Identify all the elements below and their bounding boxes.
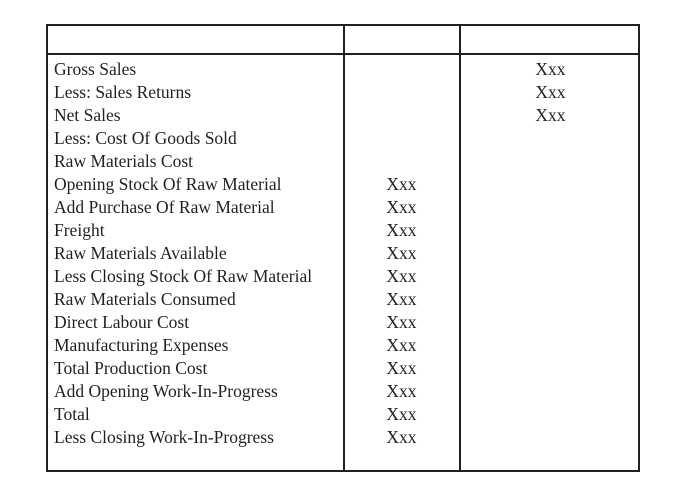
right-cell bbox=[461, 219, 640, 242]
column-divider-1 bbox=[343, 26, 345, 470]
row-label-closing-wip: Less Closing Work-In-Progress bbox=[54, 427, 274, 447]
right-cell bbox=[461, 357, 640, 380]
cost-statement-table: Gross Sales Less: Sales Returns Net Sale… bbox=[46, 24, 640, 472]
row-label-raw-materials-available: Raw Materials Available bbox=[54, 243, 227, 263]
right-cell bbox=[461, 334, 640, 357]
row-label-total: Total bbox=[54, 404, 90, 424]
right-cell bbox=[461, 265, 640, 288]
mid-cell bbox=[345, 81, 458, 104]
mid-cell bbox=[345, 104, 458, 127]
right-cell bbox=[461, 380, 640, 403]
right-cell bbox=[461, 311, 640, 334]
mid-cell: Xxx bbox=[386, 197, 417, 217]
right-cell bbox=[461, 173, 640, 196]
row-label-gross-sales: Gross Sales bbox=[54, 59, 137, 79]
mid-cell: Xxx bbox=[386, 427, 417, 447]
row-label-purchase: Add Purchase Of Raw Material bbox=[54, 197, 275, 217]
mid-cell: Xxx bbox=[386, 289, 417, 309]
mid-cell: Xxx bbox=[386, 358, 417, 378]
right-cell bbox=[461, 127, 640, 150]
row-label-manufacturing-expenses: Manufacturing Expenses bbox=[54, 335, 229, 355]
mid-cell: Xxx bbox=[386, 335, 417, 355]
row-label-sales-returns: Less: Sales Returns bbox=[54, 82, 192, 102]
mid-cell: Xxx bbox=[386, 312, 417, 332]
mid-cell: Xxx bbox=[386, 381, 417, 401]
middle-amount-column: Xxx Xxx Xxx Xxx Xxx Xxx Xxx Xxx Xxx Xxx … bbox=[345, 58, 458, 449]
description-column: Gross Sales Less: Sales Returns Net Sale… bbox=[54, 58, 312, 449]
right-cell: Xxx bbox=[535, 82, 566, 102]
right-cell: Xxx bbox=[535, 105, 566, 125]
mid-cell bbox=[345, 150, 458, 173]
row-label-closing-stock: Less Closing Stock Of Raw Material bbox=[54, 266, 313, 286]
row-label-cost-of-goods-sold: Less: Cost Of Goods Sold bbox=[54, 128, 237, 148]
row-label-direct-labour: Direct Labour Cost bbox=[54, 312, 190, 332]
mid-cell: Xxx bbox=[386, 266, 417, 286]
row-label-net-sales: Net Sales bbox=[54, 105, 121, 125]
column-divider-2 bbox=[459, 26, 461, 470]
right-cell bbox=[461, 288, 640, 311]
right-cell bbox=[461, 150, 640, 173]
right-amount-column: Xxx Xxx Xxx bbox=[461, 58, 640, 449]
row-label-total-production-cost: Total Production Cost bbox=[54, 358, 208, 378]
right-cell bbox=[461, 242, 640, 265]
row-label-raw-materials-consumed: Raw Materials Consumed bbox=[54, 289, 236, 309]
right-cell bbox=[461, 403, 640, 426]
row-label-freight: Freight bbox=[54, 220, 105, 240]
row-label-opening-stock: Opening Stock Of Raw Material bbox=[54, 174, 282, 194]
row-label-opening-wip: Add Opening Work-In-Progress bbox=[54, 381, 278, 401]
row-label-raw-materials-cost: Raw Materials Cost bbox=[54, 151, 194, 171]
right-cell: Xxx bbox=[535, 59, 566, 79]
mid-cell bbox=[345, 58, 458, 81]
mid-cell bbox=[345, 127, 458, 150]
mid-cell: Xxx bbox=[386, 220, 417, 240]
mid-cell: Xxx bbox=[386, 174, 417, 194]
right-cell bbox=[461, 426, 640, 449]
right-cell bbox=[461, 196, 640, 219]
mid-cell: Xxx bbox=[386, 404, 417, 424]
mid-cell: Xxx bbox=[386, 243, 417, 263]
